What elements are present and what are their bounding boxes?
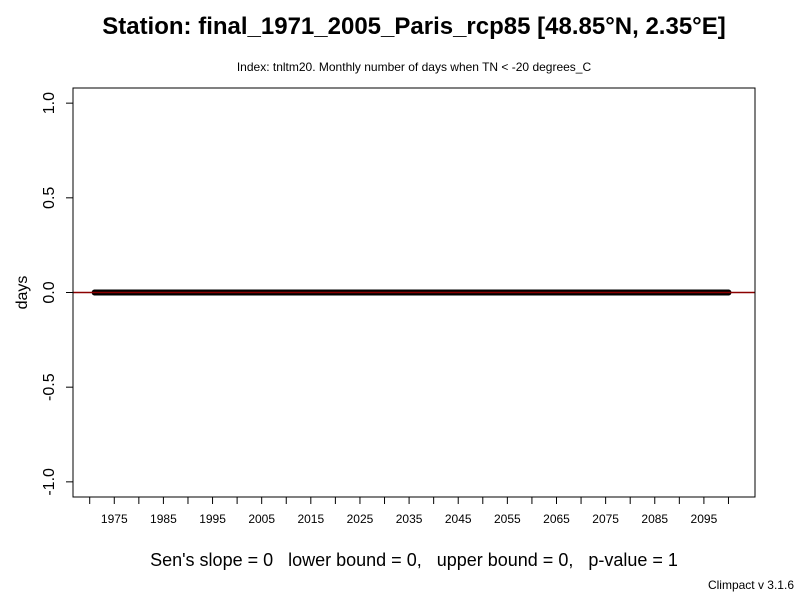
y-axis: -1.0 -0.5 0.0 0.5 1.0 (41, 92, 74, 496)
x-tick-label: 1975 (101, 512, 128, 526)
chart-subtitle: Index: tnltm20. Monthly number of days w… (236, 60, 592, 74)
y-tick-label: -0.5 (41, 373, 58, 401)
x-tick-label: 1985 (150, 512, 177, 526)
y-tick-label: 1.0 (41, 92, 58, 114)
x-tick-label: 2035 (396, 512, 423, 526)
x-tick-label: 2045 (445, 512, 472, 526)
x-tick-label: 2025 (347, 512, 374, 526)
y-tick-label: 0.5 (41, 187, 58, 209)
y-tick-label: 0.0 (41, 281, 58, 303)
x-tick-label: 2075 (592, 512, 619, 526)
x-tick-label: 2095 (691, 512, 718, 526)
x-tick-label: 2055 (494, 512, 521, 526)
y-tick-label: -1.0 (41, 468, 58, 496)
chart-title: Station: final_1971_2005_Paris_rcp85 [48… (102, 13, 726, 40)
trend-statistics: Sen's slope = 0 lower bound = 0, upper b… (150, 550, 678, 570)
x-tick-label: 2015 (297, 512, 324, 526)
x-tick-label: 2085 (641, 512, 668, 526)
x-tick-label: 1995 (199, 512, 226, 526)
x-axis: 1975 1985 1995 2005 2015 2025 2035 2045 2055 2065… (89, 497, 729, 526)
y-axis-label: days (14, 276, 31, 310)
software-credit: Climpact v 3.1.6 (707, 578, 794, 592)
x-tick-label: 2005 (248, 512, 275, 526)
x-tick-label: 2065 (543, 512, 570, 526)
